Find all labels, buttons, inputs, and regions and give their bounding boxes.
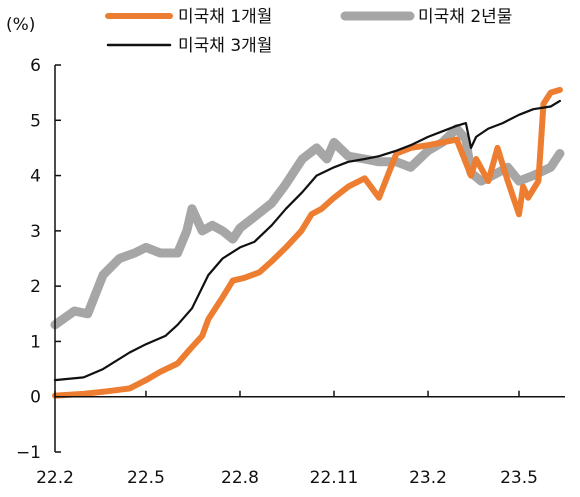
x-tick-label: 22.8 [221, 468, 259, 488]
legend-label-3: 미국채 3개월 [178, 36, 272, 56]
y-tick-label: 2 [30, 277, 41, 297]
y-tick-label: 3 [30, 222, 41, 242]
y-tick-label: 6 [30, 56, 41, 76]
x-tick-label: 22.11 [310, 468, 359, 488]
x-tick-label: 22.5 [127, 468, 165, 488]
series-line-1 [52, 86, 563, 399]
y-tick-label: 0 [30, 388, 41, 408]
series-line-3 [53, 99, 562, 382]
legend-label-2: 미국채 2년물 [418, 7, 512, 27]
axes: −1 0 1 2 3 4 5 6 22.2 22.5 22.8 22.11 23.2 23.5 [16, 56, 565, 488]
y-tick-label: 4 [30, 167, 41, 187]
x-tick-label: 23.2 [409, 468, 447, 488]
series-layer [50, 86, 565, 399]
y-tick-label: 1 [30, 332, 41, 352]
y-axis-unit-label: (%) [6, 15, 35, 35]
y-tick-label: 5 [30, 111, 41, 131]
legend-label-1: 미국채 1개월 [178, 7, 272, 27]
x-tick-label: 22.2 [36, 468, 74, 488]
series-line-2 [50, 124, 565, 330]
y-tick-label: −1 [16, 443, 41, 463]
x-tick-label: 23.5 [500, 468, 538, 488]
